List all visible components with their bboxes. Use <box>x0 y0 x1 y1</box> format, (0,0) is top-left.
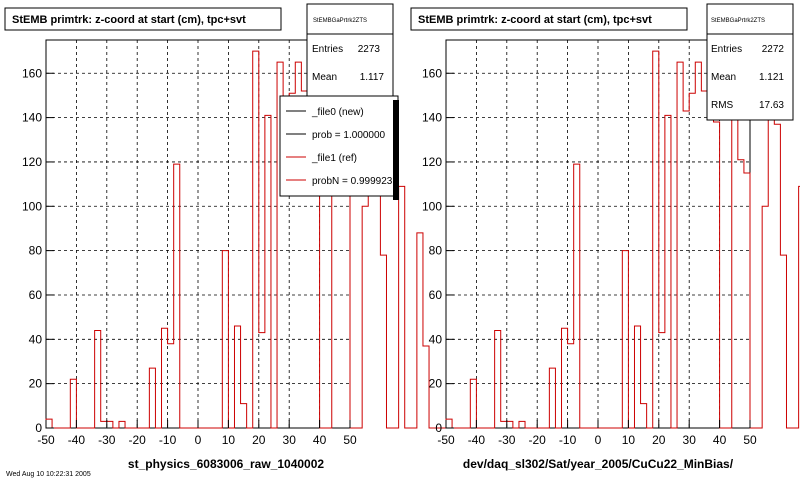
x-tick-label-4: -10 <box>559 433 577 447</box>
right-stats-entries-label: Entries <box>711 44 742 55</box>
x-tick-label-9: 40 <box>313 433 327 447</box>
histogram-step-line <box>445 50 800 429</box>
x-tick-label-9: 40 <box>713 433 727 447</box>
y-tick-label-5: 100 <box>22 199 42 213</box>
svg-text:_file0 (new): _file0 (new) <box>311 107 364 118</box>
x-tick-label-3: -20 <box>529 433 547 447</box>
left-axis-ticks: -50 -40 -30 -20 -10 0 10 20 30 40 50 0 20 40 60 80 100 12… <box>22 66 357 447</box>
x-tick-label-6: 10 <box>622 433 636 447</box>
left-chart-title: StEMB primtrk: z-coord at start (cm), tp… <box>12 14 246 26</box>
y-tick-label-4: 80 <box>429 244 443 258</box>
left-stats-mean-value: 1.117 <box>360 72 385 83</box>
left-stats-title: StEMBGaPrtrk2ZTS <box>313 18 367 24</box>
right-stats-entries-value: 2272 <box>762 44 785 55</box>
svg-text:prob = 1.000000: prob = 1.000000 <box>312 130 386 141</box>
footer-timestamp: Wed Aug 10 10:22:31 2005 <box>6 471 91 478</box>
x-tick-label-7: 20 <box>252 433 266 447</box>
y-tick-label-6: 120 <box>422 155 442 169</box>
left-title-box <box>4 7 282 31</box>
right-histogram-panel: -50 -40 -30 -20 -10 0 10 20 30 40 50 0 20 40 60 80 100 12… <box>410 3 800 471</box>
x-tick-label-5: 0 <box>595 433 602 447</box>
y-tick-label-1: 20 <box>29 377 43 391</box>
x-tick-label-1: -40 <box>468 433 486 447</box>
x-tick-label-8: 30 <box>283 433 297 447</box>
y-tick-label-5: 100 <box>422 199 442 213</box>
y-tick-label-8: 160 <box>422 66 442 80</box>
x-tick-label-2: -30 <box>98 433 116 447</box>
x-tick-label-0: -50 <box>37 433 55 447</box>
legend-entry-prob: prob = 1.000000 <box>286 130 386 141</box>
x-tick-label-6: 10 <box>222 433 236 447</box>
x-tick-label-4: -10 <box>159 433 177 447</box>
legend-entry-file0: _file0 (new) <box>286 107 364 118</box>
legend-box <box>279 95 399 197</box>
left-histogram-panel: -50 -40 -30 -20 -10 0 10 20 30 40 5002040608010012… <box>4 3 654 471</box>
legend-entry-file1: _file1 (ref) <box>286 153 357 164</box>
x-tick-label-10: 50 <box>343 433 357 447</box>
y-tick-label-6: 120 <box>22 155 42 169</box>
right-stats-title: StEMBGaPrtrk2ZTS <box>711 18 765 24</box>
y-tick-label-3: 60 <box>29 288 43 302</box>
x-tick-label-2: -30 <box>498 433 516 447</box>
left-x-axis-label: st_physics_6083006_raw_1040002 <box>128 457 324 471</box>
right-stats-mean-label: Mean <box>711 72 736 83</box>
y-tick-label-7: 140 <box>422 111 442 125</box>
y-tick-label-8: 160 <box>22 66 42 80</box>
y-tick-label-1: 20 <box>429 377 443 391</box>
left-stats-entries-value: 2273 <box>358 44 381 55</box>
right-x-axis-label: dev/daq_sl302/Sat/year_2005/CuCu22_MinBi… <box>463 457 734 471</box>
right-chart-title: StEMB primtrk: z-coord at start (cm), tp… <box>418 14 652 26</box>
right-title-box <box>410 7 688 31</box>
left-stats-mean-label: Mean <box>312 72 337 83</box>
y-tick-label-7: 140 <box>22 111 42 125</box>
right-stats-rms-label: RMS <box>711 100 734 111</box>
y-tick-label-2: 40 <box>29 332 43 346</box>
x-tick-label-1: -40 <box>68 433 86 447</box>
x-tick-label-7: 20 <box>652 433 666 447</box>
y-tick-label-2: 40 <box>429 332 443 346</box>
svg-text:_file1 (ref): _file1 (ref) <box>311 153 357 164</box>
x-tick-label-3: -20 <box>129 433 147 447</box>
left-grid <box>46 40 350 428</box>
x-tick-label-0: -50 <box>437 433 455 447</box>
right-stats-mean-value: 1.121 <box>759 72 784 83</box>
x-tick-label-10: 50 <box>743 433 757 447</box>
x-tick-label-8: 30 <box>683 433 697 447</box>
svg-text:probN = 0.999923: probN = 0.999923 <box>312 176 393 187</box>
y-tick-label-3: 60 <box>429 288 443 302</box>
right-axis-ticks: -50 -40 -30 -20 -10 0 10 20 30 40 50 0 20 40 60 80 100 12… <box>422 66 757 447</box>
right-stats-rms-value: 17.63 <box>759 100 784 111</box>
right-histogram-line <box>445 50 800 429</box>
legend-shadow <box>393 100 399 200</box>
right-stats-box <box>706 3 794 121</box>
y-tick-label-0: 0 <box>35 421 42 435</box>
legend-entry-probN: probN = 0.999923 <box>286 176 393 187</box>
y-tick-label-4: 80 <box>29 244 43 258</box>
left-stats-entries-label: Entries <box>312 44 343 55</box>
x-tick-label-5: 0 <box>195 433 202 447</box>
y-tick-label-0: 0 <box>435 421 442 435</box>
